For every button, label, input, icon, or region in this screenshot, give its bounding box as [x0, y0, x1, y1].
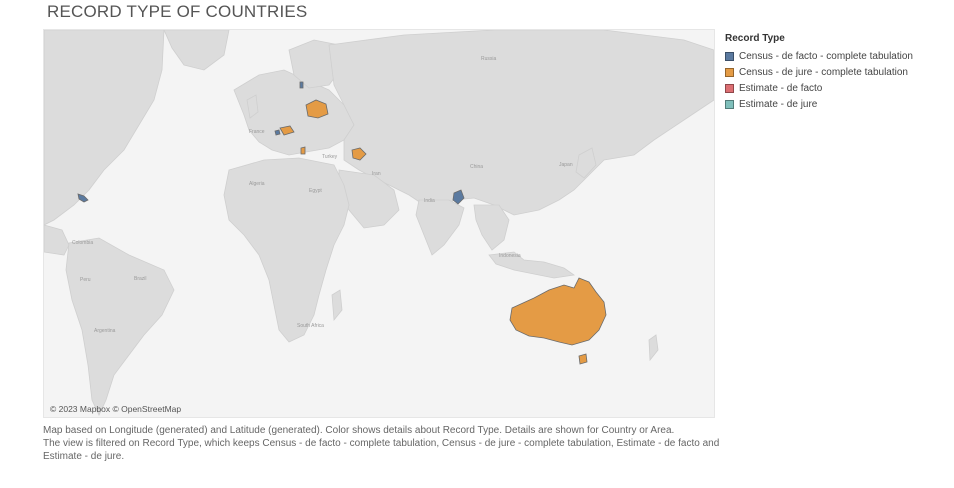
land-africa: [223, 157, 350, 343]
legend-label: Census - de facto - complete tabulation: [739, 50, 913, 62]
legend-title: Record Type: [725, 33, 785, 44]
place-label: Colombia: [72, 240, 93, 246]
land-central-america: [44, 224, 70, 256]
legend: Record Type Census - de facto - complete…: [725, 33, 950, 112]
place-label: Algeria: [249, 181, 265, 187]
place-label: Turkey: [322, 154, 338, 160]
land-new-zealand: [648, 334, 659, 362]
country-bangladesh: [452, 189, 465, 205]
legend-swatch: [725, 67, 734, 77]
legend-item-census-de-jure[interactable]: Census - de jure - complete tabulation: [725, 64, 950, 80]
land-south-america: [65, 237, 175, 416]
legend-label: Estimate - de facto: [739, 82, 823, 94]
country-belgium: [274, 129, 281, 136]
place-label: China: [470, 164, 483, 170]
map-canvas[interactable]: Russia France Turkey Iran Algeria Egypt …: [44, 30, 714, 417]
land-north-america: [44, 30, 165, 226]
country-balkan: [300, 146, 306, 155]
land-se-asia: [473, 204, 510, 251]
legend-item-estimate-de-facto[interactable]: Estimate - de facto: [725, 80, 950, 96]
place-label: South Africa: [297, 323, 324, 329]
caption-line-2: The view is filtered on Record Type, whi…: [43, 438, 720, 462]
legend-swatch: [725, 51, 734, 61]
place-label: India: [424, 198, 435, 204]
country-caribbean: [77, 193, 89, 203]
land-india: [415, 199, 465, 256]
country-australia: [509, 277, 607, 346]
caption-line-1: Map based on Longitude (generated) and L…: [43, 425, 675, 436]
place-label: France: [249, 129, 265, 135]
place-labels: Russia France Turkey Iran Algeria Egypt …: [72, 56, 573, 334]
land-indonesia: [488, 251, 576, 279]
country-caucasus: [351, 147, 367, 161]
legend-swatch: [725, 83, 734, 93]
legend-item-census-de-facto[interactable]: Census - de facto - complete tabulation: [725, 48, 950, 64]
place-label: Egypt: [309, 188, 322, 194]
place-label: Russia: [481, 56, 497, 62]
chart-title: RECORD TYPE OF COUNTRIES: [47, 2, 308, 21]
place-label: Japan: [559, 162, 573, 168]
land-madagascar: [331, 289, 343, 322]
land-japan: [575, 147, 597, 179]
legend-label: Estimate - de jure: [739, 98, 818, 110]
land-uk: [246, 94, 259, 119]
world-map[interactable]: Russia France Turkey Iran Algeria Egypt …: [43, 29, 715, 418]
country-estonia: [299, 81, 304, 89]
legend-swatch: [725, 99, 734, 109]
place-label: Indonesia: [499, 253, 521, 259]
map-caption: Map based on Longitude (generated) and L…: [43, 424, 733, 463]
land-greenland: [163, 30, 230, 71]
place-label: Iran: [372, 171, 381, 177]
land-asia: [328, 30, 714, 216]
country-tasmania: [578, 353, 588, 365]
legend-item-estimate-de-jure[interactable]: Estimate - de jure: [725, 96, 950, 112]
place-label: Argentina: [94, 328, 116, 334]
country-czechia: [279, 125, 295, 136]
place-label: Brazil: [134, 276, 147, 282]
map-attribution[interactable]: © 2023 Mapbox © OpenStreetMap: [50, 404, 182, 414]
country-belarus: [305, 99, 329, 119]
place-label: Peru: [80, 277, 91, 283]
legend-label: Census - de jure - complete tabulation: [739, 66, 908, 78]
